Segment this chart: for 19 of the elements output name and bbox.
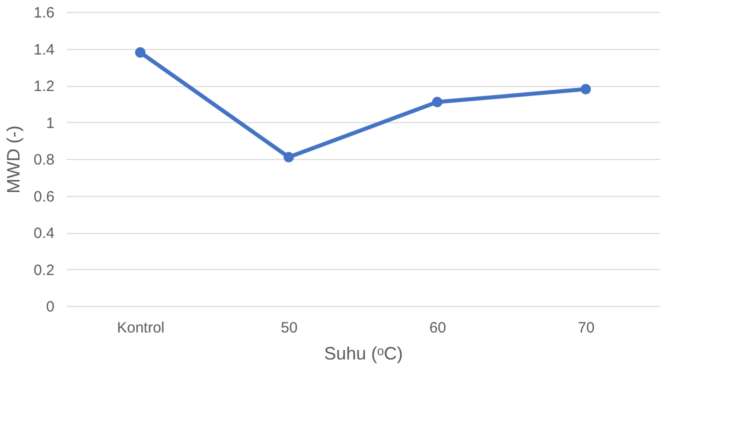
y-tick-label: 1.4 (34, 41, 54, 58)
y-tick-label: 0.2 (34, 262, 54, 279)
point (284, 152, 294, 162)
y-tick-label: 0 (46, 298, 54, 316)
y-tick-label: 1.6 (34, 4, 54, 22)
y-tick-label: 1.2 (34, 78, 54, 95)
y-tick-label: 0.4 (34, 225, 54, 242)
y-axis-title: MWD (-) (4, 126, 24, 194)
y-tick-label: 1 (46, 114, 54, 132)
point (432, 96, 442, 108)
point (135, 47, 146, 58)
y-tick-label: 0.6 (34, 188, 54, 206)
x-tick-label: 50 (280, 320, 298, 336)
point (580, 84, 591, 94)
x-tick-label: Kontrol (116, 320, 165, 336)
x-tick-label: 60 (429, 320, 446, 336)
x-axis-title: Suhu (ᵒC) (324, 344, 403, 364)
y-tick-label: 0.8 (34, 152, 54, 168)
x-tick-label: 70 (578, 320, 595, 336)
